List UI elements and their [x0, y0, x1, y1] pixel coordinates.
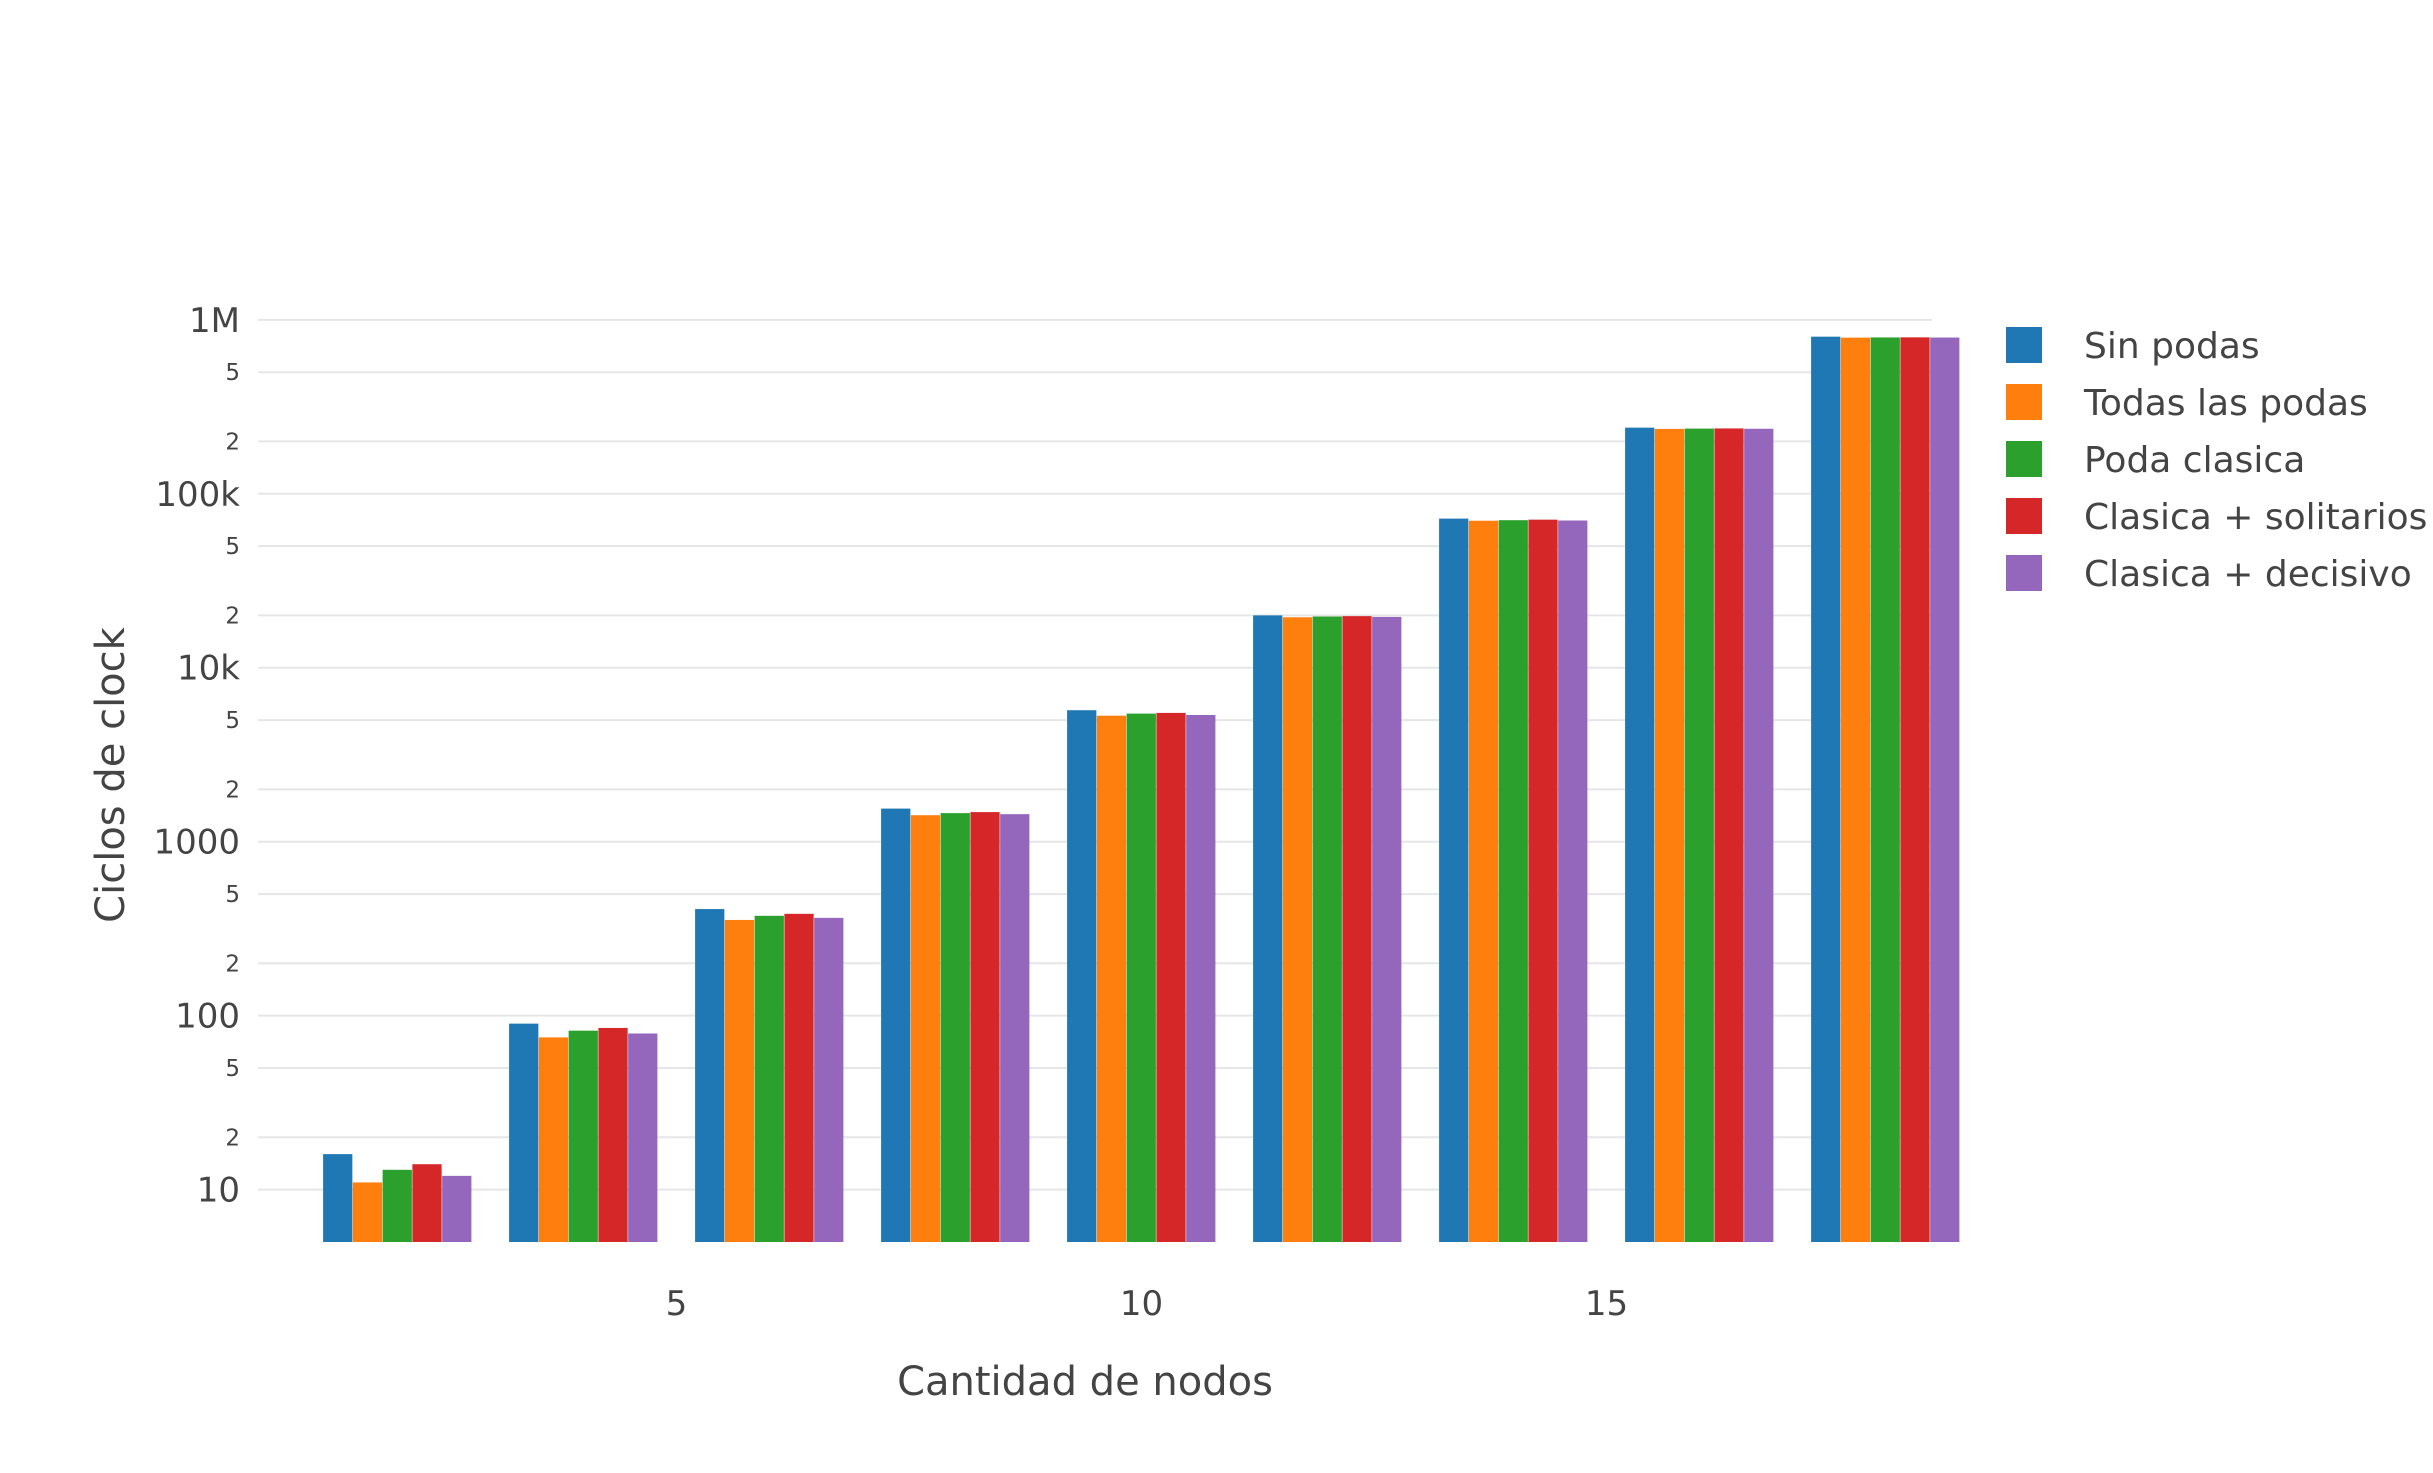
bar-clasica-decisivo[interactable] [1000, 814, 1030, 1242]
bar-clasica-decisivo[interactable] [1930, 337, 1960, 1242]
bar-poda-clasica[interactable] [1684, 428, 1714, 1242]
bar-todas-las-podas[interactable] [1096, 715, 1127, 1242]
y-tick-label: 1000 [153, 823, 240, 863]
bar-clasica-decisivo[interactable] [1744, 428, 1774, 1242]
bar-clasica-solitarios[interactable] [412, 1164, 442, 1242]
legend-swatch [2006, 327, 2042, 363]
bar-poda-clasica[interactable] [1126, 713, 1156, 1242]
legend-label: Clasica + decisivo [2084, 554, 2412, 595]
legend-item[interactable]: Sin podas [2006, 326, 2260, 367]
y-minor-tick-label: 2 [225, 429, 240, 455]
x-tick-label: 5 [666, 1284, 688, 1324]
y-tick-label: 10 [197, 1171, 240, 1211]
y-tick-label: 100 [175, 997, 240, 1037]
x-tick-label: 15 [1585, 1284, 1628, 1324]
y-minor-tick-label: 5 [225, 708, 240, 734]
bar-sin-podas[interactable] [1625, 427, 1655, 1242]
x-tick-label: 10 [1120, 1284, 1163, 1324]
bar-poda-clasica[interactable] [382, 1169, 412, 1242]
y-minor-tick-label: 5 [225, 534, 240, 560]
y-tick-label: 10k [177, 649, 240, 689]
y-minor-tick-label: 2 [225, 603, 240, 629]
bar-clasica-decisivo[interactable] [1372, 616, 1402, 1242]
y-minor-tick-label: 5 [225, 1056, 240, 1082]
y-axis-ticks: 10 100 1000 10k 100k 1M 2 5 2 5 2 5 2 5 2 5 [153, 301, 240, 1211]
legend-label: Poda clasica [2084, 440, 2305, 481]
bar-todas-las-podas[interactable] [1282, 617, 1313, 1242]
bar-clasica-solitarios[interactable] [1156, 712, 1186, 1242]
legend-item[interactable]: Clasica + solitarios [2006, 497, 2427, 538]
bar-clasica-solitarios[interactable] [1714, 428, 1744, 1242]
bar-todas-las-podas[interactable] [1654, 428, 1685, 1242]
bar-sin-podas[interactable] [1439, 518, 1469, 1242]
bar-todas-las-podas[interactable] [1840, 337, 1871, 1242]
y-tick-label: 1M [189, 301, 240, 341]
bar-clasica-solitarios[interactable] [1342, 616, 1372, 1242]
bar-clasica-decisivo[interactable] [814, 917, 844, 1242]
bar-clasica-solitarios[interactable] [1528, 519, 1558, 1242]
y-minor-tick-label: 5 [225, 360, 240, 386]
x-axis-ticks: 5 10 15 [666, 1284, 1628, 1324]
legend-swatch [2006, 441, 2042, 477]
legend-swatch [2006, 555, 2042, 591]
bar-sin-podas[interactable] [1253, 615, 1283, 1242]
legend-label: Clasica + solitarios [2084, 497, 2427, 538]
bar-clasica-solitarios[interactable] [598, 1027, 628, 1242]
bar-poda-clasica[interactable] [1498, 520, 1528, 1242]
bar-todas-las-podas[interactable] [538, 1037, 569, 1242]
bar-sin-podas[interactable] [1067, 710, 1097, 1242]
bars [323, 336, 1960, 1242]
y-minor-tick-label: 5 [225, 882, 240, 908]
y-minor-tick-label: 2 [225, 951, 240, 977]
bar-poda-clasica[interactable] [568, 1030, 598, 1242]
y-axis-title: Ciclos de clock [88, 626, 134, 922]
bar-todas-las-podas[interactable] [1468, 520, 1499, 1242]
bar-clasica-solitarios[interactable] [1900, 337, 1930, 1242]
legend-swatch [2006, 384, 2042, 420]
bar-clasica-decisivo[interactable] [628, 1033, 658, 1242]
bar-sin-podas[interactable] [881, 808, 911, 1242]
bar-todas-las-podas[interactable] [352, 1182, 383, 1242]
bar-clasica-decisivo[interactable] [1558, 520, 1588, 1242]
y-minor-tick-label: 2 [225, 777, 240, 803]
bar-poda-clasica[interactable] [1870, 337, 1900, 1242]
y-minor-tick-label: 2 [225, 1125, 240, 1151]
legend-item[interactable]: Clasica + decisivo [2006, 554, 2412, 595]
bar-clasica-decisivo[interactable] [1186, 715, 1216, 1242]
legend-label: Sin podas [2084, 326, 2260, 367]
bar-sin-podas[interactable] [323, 1154, 353, 1242]
bar-todas-las-podas[interactable] [724, 919, 755, 1242]
legend-item[interactable]: Poda clasica [2006, 440, 2305, 481]
bar-sin-podas[interactable] [509, 1023, 539, 1242]
y-tick-label: 100k [155, 475, 240, 515]
bar-poda-clasica[interactable] [754, 915, 784, 1242]
bar-todas-las-podas[interactable] [910, 815, 941, 1242]
legend-label: Todas las podas [2083, 383, 2368, 424]
bar-clasica-solitarios[interactable] [784, 913, 814, 1242]
bar-clasica-solitarios[interactable] [970, 812, 1000, 1242]
bar-sin-podas[interactable] [695, 909, 725, 1242]
bar-clasica-decisivo[interactable] [442, 1175, 472, 1242]
x-axis-title: Cantidad de nodos [897, 1359, 1273, 1405]
legend[interactable]: Sin podas Todas las podas Poda clasica Clas… [2006, 326, 2427, 595]
bar-poda-clasica[interactable] [940, 813, 970, 1242]
bar-sin-podas[interactable] [1811, 336, 1841, 1242]
bar-poda-clasica[interactable] [1312, 616, 1342, 1242]
legend-swatch [2006, 498, 2042, 534]
legend-item[interactable]: Todas las podas [2006, 383, 2368, 424]
